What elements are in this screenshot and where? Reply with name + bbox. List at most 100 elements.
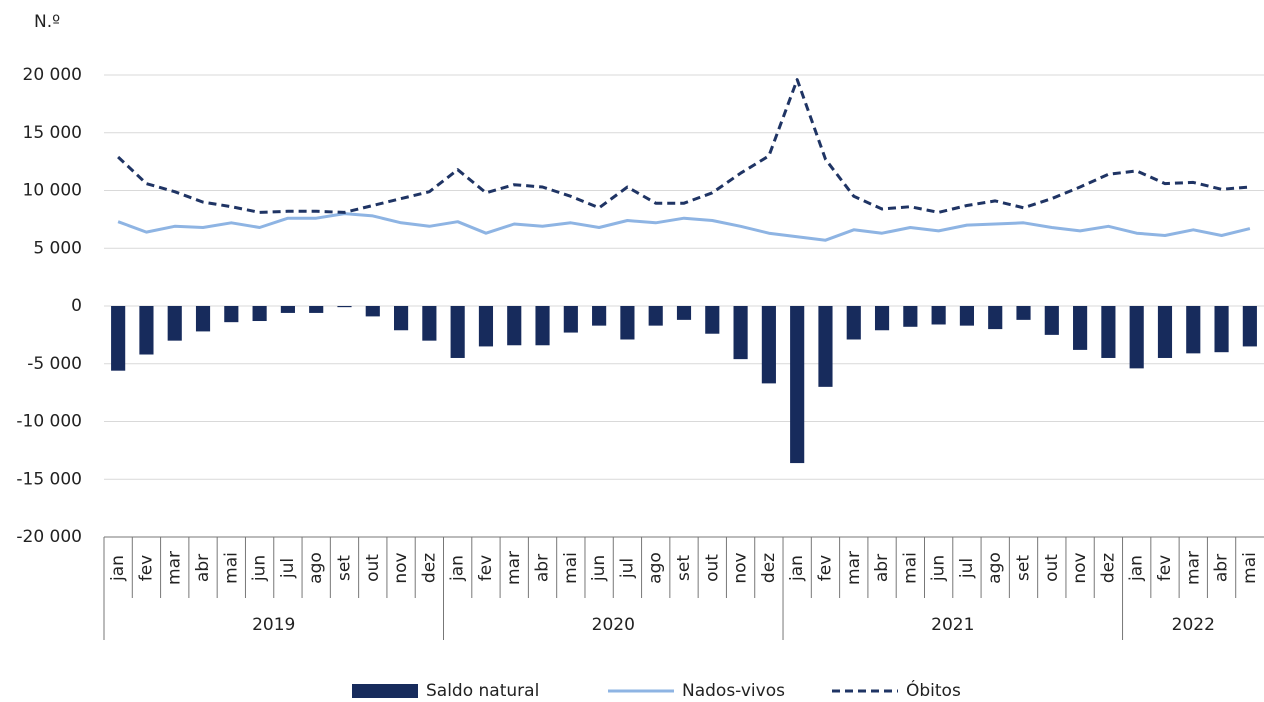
x-tick-label: jul bbox=[957, 558, 977, 579]
bar bbox=[733, 306, 748, 360]
x-tick-label: jun bbox=[250, 555, 270, 582]
bar bbox=[959, 306, 974, 326]
bar bbox=[252, 306, 267, 322]
bar bbox=[337, 306, 352, 308]
bar bbox=[563, 306, 578, 333]
x-tick-label: jul bbox=[617, 558, 637, 579]
bar bbox=[195, 306, 211, 332]
bar bbox=[1016, 306, 1031, 320]
x-tick-label: mai bbox=[561, 552, 581, 584]
x-tick-label: out bbox=[363, 554, 383, 582]
x-tick-label: ago bbox=[646, 552, 666, 584]
bar bbox=[224, 306, 239, 323]
y-tick-label: 20 000 bbox=[23, 65, 82, 85]
x-tick-label: abr bbox=[872, 554, 892, 582]
x-tick-label: mar bbox=[504, 551, 524, 585]
y-tick-label: 15 000 bbox=[23, 123, 82, 143]
x-tick-label: fev bbox=[136, 555, 156, 582]
bar bbox=[1073, 306, 1088, 350]
x-tick-label: fev bbox=[815, 555, 835, 582]
x-tick-label: mar bbox=[844, 551, 864, 585]
y-tick-label: -5 000 bbox=[27, 354, 82, 374]
bar bbox=[1101, 306, 1116, 358]
bar bbox=[280, 306, 295, 313]
bar bbox=[818, 306, 833, 387]
x-tick-label: dez bbox=[419, 553, 439, 583]
x-tick-label: mai bbox=[900, 552, 920, 584]
x-tick-label: jul bbox=[278, 558, 298, 579]
bar bbox=[309, 306, 324, 313]
y-tick-label: 0 bbox=[71, 296, 82, 316]
year-label: 2020 bbox=[592, 615, 635, 635]
bar bbox=[1186, 306, 1201, 354]
bar bbox=[450, 306, 465, 358]
x-tick-label: ago bbox=[985, 552, 1005, 584]
x-tick-label: fev bbox=[1155, 555, 1175, 582]
y-tick-label: 5 000 bbox=[33, 238, 82, 258]
x-tick-label: abr bbox=[193, 554, 213, 582]
bar bbox=[139, 306, 154, 355]
x-tick-label: jun bbox=[589, 555, 609, 582]
bar bbox=[1044, 306, 1059, 335]
legend-label: Nados-vivos bbox=[682, 681, 785, 701]
bar bbox=[620, 306, 635, 340]
x-tick-label: jan bbox=[1127, 555, 1147, 582]
line bbox=[117, 78, 1251, 214]
legend-label: Óbitos bbox=[906, 679, 961, 701]
x-tick-label: mar bbox=[1183, 551, 1203, 585]
x-tick-label: ago bbox=[306, 552, 326, 584]
bar bbox=[535, 306, 550, 346]
legend-label: Saldo natural bbox=[426, 681, 539, 701]
x-tick-label: out bbox=[702, 554, 722, 582]
x-tick-label: set bbox=[674, 555, 694, 581]
x-tick-label: fev bbox=[476, 555, 496, 582]
y-tick-label: -10 000 bbox=[16, 412, 82, 432]
bar bbox=[988, 306, 1003, 330]
bar bbox=[931, 306, 946, 325]
x-tick-label: nov bbox=[731, 552, 751, 583]
x-tick-label: set bbox=[334, 555, 354, 581]
y-tick-label: -15 000 bbox=[16, 469, 82, 489]
bar bbox=[111, 306, 126, 371]
bar bbox=[790, 306, 805, 464]
bar bbox=[422, 306, 437, 341]
x-tick-label: jan bbox=[448, 555, 468, 582]
legend-swatch bbox=[352, 684, 418, 698]
bar bbox=[394, 306, 409, 331]
bar bbox=[705, 306, 720, 334]
bar bbox=[846, 306, 861, 340]
y-axis-label: N.º bbox=[34, 12, 60, 32]
x-tick-label: abr bbox=[1212, 554, 1232, 582]
y-tick-label: -20 000 bbox=[16, 527, 82, 547]
y-tick-label: 10 000 bbox=[23, 181, 82, 201]
x-tick-label: jan bbox=[787, 555, 807, 582]
year-label: 2021 bbox=[931, 615, 974, 635]
bar bbox=[874, 306, 890, 331]
bar bbox=[1129, 306, 1144, 369]
bar bbox=[648, 306, 663, 326]
line bbox=[117, 212, 1251, 242]
bar bbox=[903, 306, 918, 327]
x-tick-label: jun bbox=[929, 555, 949, 582]
year-label: 2019 bbox=[252, 615, 295, 635]
x-tick-label: nov bbox=[1070, 552, 1090, 583]
x-tick-label: jan bbox=[108, 555, 128, 582]
x-tick-label: mai bbox=[221, 552, 241, 584]
x-tick-label: dez bbox=[1098, 553, 1118, 583]
bar bbox=[478, 306, 494, 347]
bar bbox=[592, 306, 607, 326]
bar bbox=[676, 306, 692, 320]
bar bbox=[1214, 306, 1229, 353]
bar bbox=[761, 306, 776, 384]
x-tick-label: nov bbox=[391, 552, 411, 583]
x-tick-label: out bbox=[1042, 554, 1062, 582]
x-tick-label: mar bbox=[165, 551, 185, 585]
x-tick-label: mai bbox=[1240, 552, 1260, 584]
x-tick-label: abr bbox=[533, 554, 553, 582]
bar bbox=[1157, 306, 1173, 358]
bar bbox=[365, 306, 380, 317]
bar bbox=[167, 306, 182, 341]
bar bbox=[1242, 306, 1257, 347]
x-tick-label: dez bbox=[759, 553, 779, 583]
